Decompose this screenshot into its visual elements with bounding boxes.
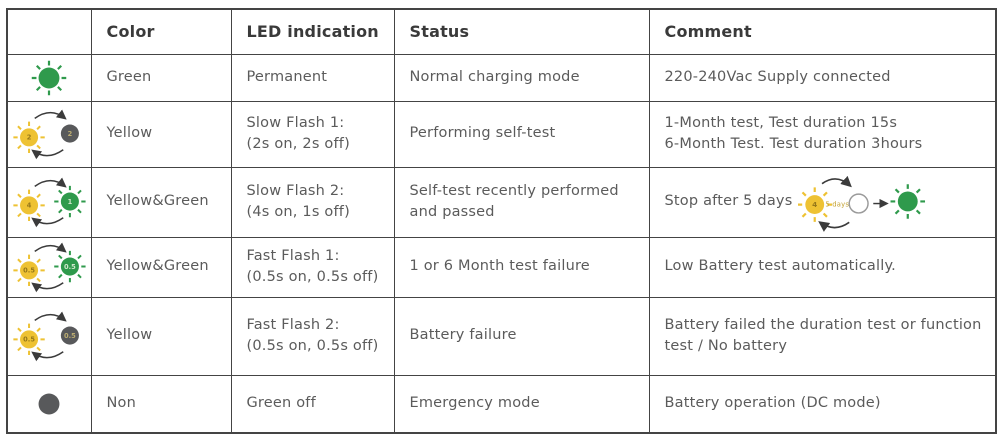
led-indication-cell: Slow Flash 2: (4s on, 1s off) [230,166,395,238]
yellow-green-cycle-icon: 0.5 0.5 [6,236,92,298]
status-cell: Normal charging mode [393,53,650,102]
green-sun-icon [6,53,92,102]
header-status: Status [393,8,650,55]
header-color: Color [90,8,232,55]
comment-cell: Low Battery test automatically. [648,236,997,298]
status-cell: Battery failure [393,296,650,376]
comment-cell: 1-Month test, Test duration 15s 6-Month … [648,100,997,168]
led-indication-cell: Permanent [230,53,395,102]
led-indication-cell: Green off [230,374,395,434]
led-off-circle [848,192,870,214]
header-comment: Comment [648,8,997,55]
svg-text:5 days: 5 days [826,200,850,208]
yellow-green-cycle-icon: 4 1 [6,166,92,238]
table-row: 0.5 0.5 Yellow&Green Fast Flash 1: (0.5s… [6,236,997,298]
led-indication-cell: Fast Flash 2: (0.5s on, 0.5s off) [230,296,395,376]
stop-after-5-days-sequence-icon: 4 5 days [798,175,927,232]
led-status-table: Color LED indication Status Comment Gree… [6,8,997,434]
comment-cell: 220-240Vac Supply connected [648,53,997,102]
svg-text:1: 1 [68,197,73,205]
comment-cell: Battery failed the duration test or func… [648,296,997,376]
yellow-gray-cycle-icon: 2 2 [6,100,92,168]
table-header-row: Color LED indication Status Comment [6,8,997,55]
led-indication-cell: Fast Flash 1: (0.5s on, 0.5s off) [230,236,395,298]
table-row: 2 2 Yellow Slow Flash 1: (2s on, 2s off)… [6,100,997,168]
status-cell: Performing self-test [393,100,650,168]
gray-dot-icon [6,374,92,434]
color-cell: Green [90,53,232,102]
table-row: Non Green off Emergency mode Battery ope… [6,374,997,434]
header-led-indication: LED indication [230,8,395,55]
color-cell: Non [90,374,232,434]
svg-text:2: 2 [27,133,32,141]
svg-text:0.5: 0.5 [64,262,76,270]
color-cell: Yellow [90,100,232,168]
led-indication-cell: Slow Flash 1: (2s on, 2s off) [230,100,395,168]
svg-text:2: 2 [68,129,73,137]
comment-cell: Stop after 5 days 4 5 days [648,166,997,238]
table-row: Green Permanent Normal charging mode 220… [6,53,997,102]
svg-text:4: 4 [27,201,32,209]
table-row: 4 1 Yellow&Green Slow Flash 2: (4s on, 1… [6,166,997,238]
svg-text:0.5: 0.5 [23,266,35,274]
color-cell: Yellow [90,296,232,376]
color-cell: Yellow&Green [90,236,232,298]
table-row: 0.5 0.5 Yellow Fast Flash 2: (0.5s on, 0… [6,296,997,376]
comment-cell: Battery operation (DC mode) [648,374,997,434]
svg-text:4: 4 [813,199,818,208]
status-cell: Emergency mode [393,374,650,434]
yellow-gray-cycle-icon: 0.5 0.5 [6,296,92,376]
svg-text:0.5: 0.5 [23,335,35,343]
color-cell: Yellow&Green [90,166,232,238]
status-cell: 1 or 6 Month test failure [393,236,650,298]
status-cell: Self-test recently performed and passed [393,166,650,238]
header-icon-cell [6,8,92,55]
svg-text:0.5: 0.5 [64,331,76,339]
